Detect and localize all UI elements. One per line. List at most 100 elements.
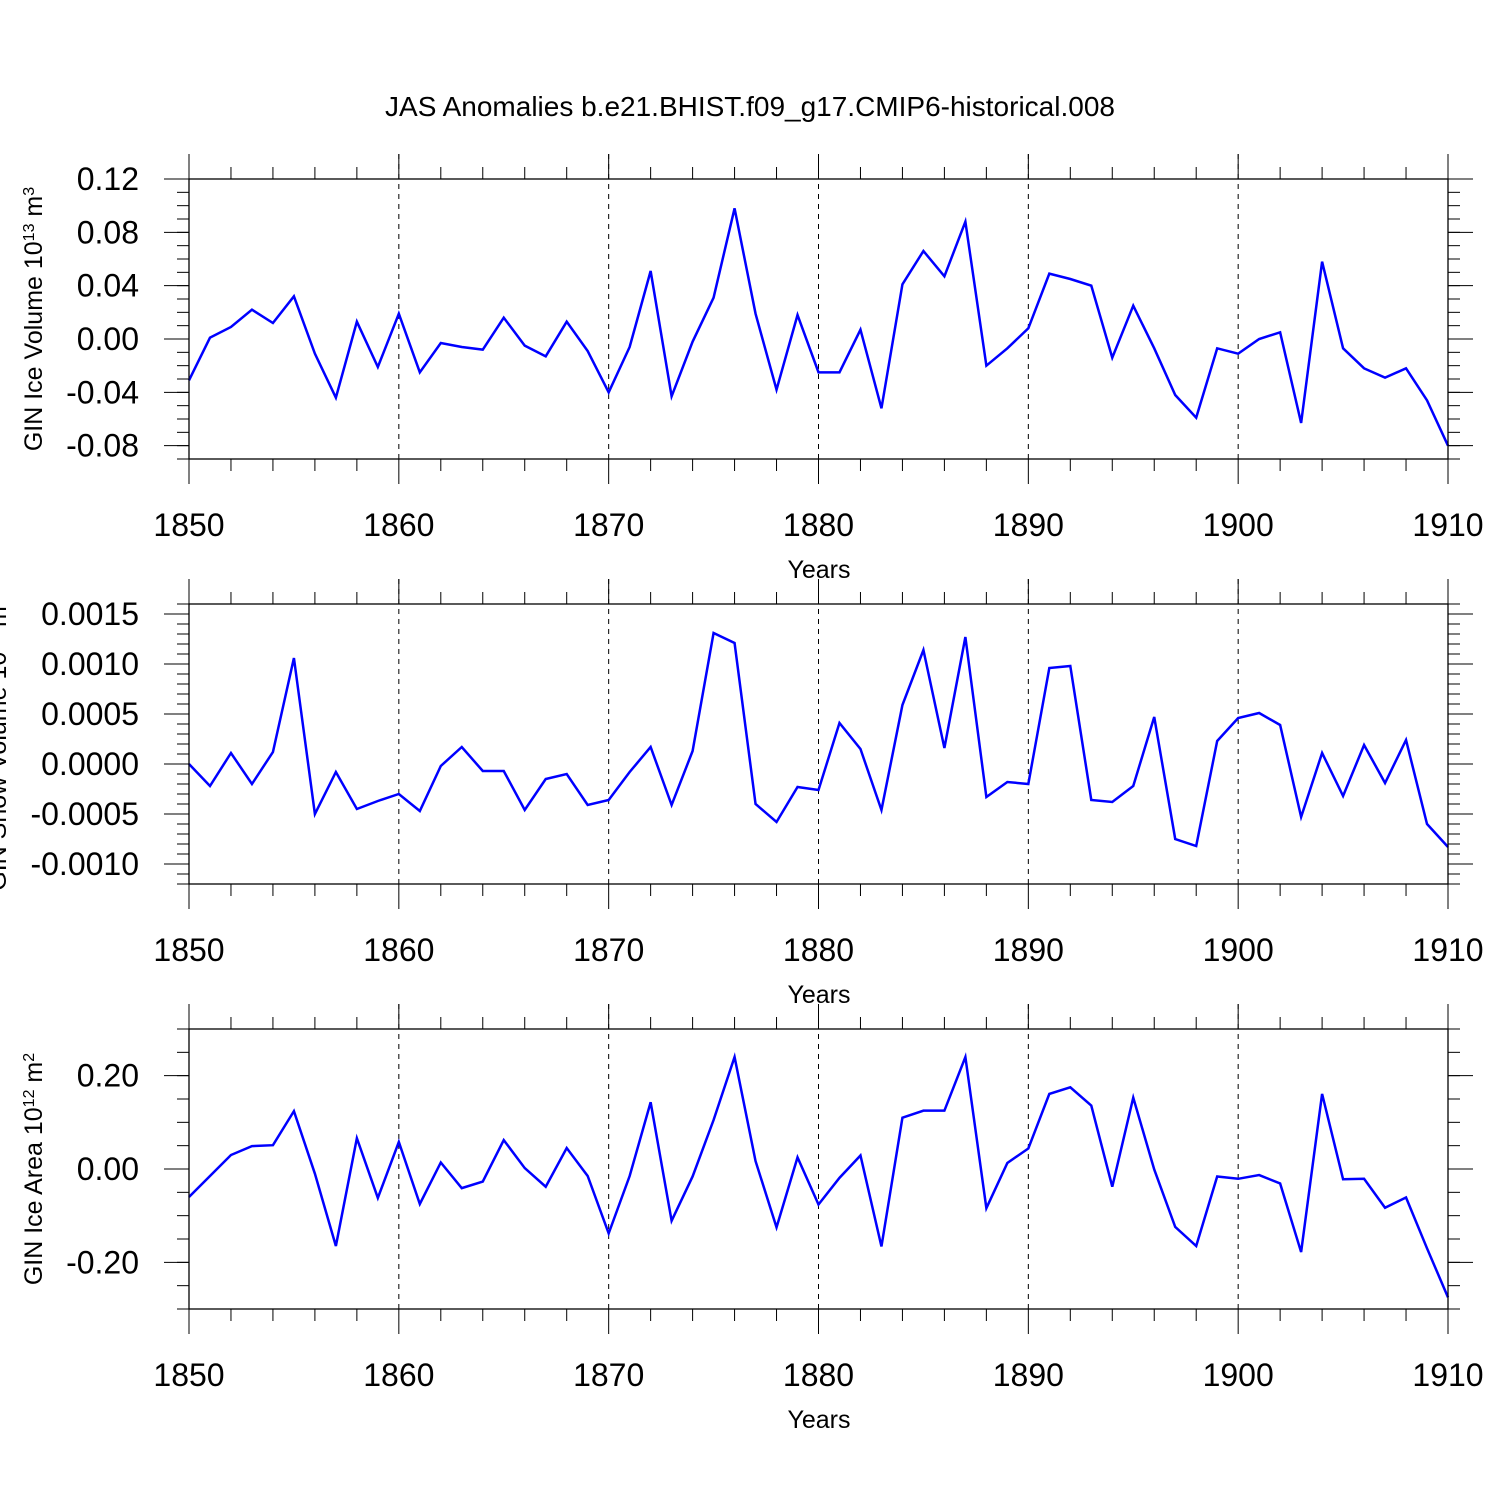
data-point	[859, 748, 861, 750]
x-tick-label: 1910	[1412, 932, 1483, 968]
y-tick-label: 0.00	[77, 321, 139, 357]
data-point	[775, 1226, 777, 1228]
data-point	[1111, 356, 1113, 358]
data-point	[901, 704, 903, 706]
data-point	[251, 308, 253, 310]
data-point	[628, 346, 630, 348]
data-point	[440, 765, 442, 767]
data-point	[1363, 744, 1365, 746]
data-point	[1153, 716, 1155, 718]
data-point	[1069, 1086, 1071, 1088]
data-point	[1195, 845, 1197, 847]
data-point	[230, 1154, 232, 1156]
data-point	[335, 771, 337, 773]
data-point	[796, 786, 798, 788]
data-point	[880, 809, 882, 811]
data-point	[461, 346, 463, 348]
data-point	[503, 1139, 505, 1141]
y-tick-label: 0.0000	[41, 746, 139, 782]
x-tick-label: 1880	[783, 932, 854, 968]
data-point	[377, 1197, 379, 1199]
y-tick-label: 0.08	[77, 214, 139, 250]
data-point	[1384, 782, 1386, 784]
series-line	[187, 208, 1450, 447]
data-point	[1174, 394, 1176, 396]
x-tick-label: 1870	[573, 1357, 644, 1393]
data-point	[1132, 304, 1134, 306]
data-point	[943, 275, 945, 277]
data-point	[985, 796, 987, 798]
data-point	[1174, 838, 1176, 840]
data-point	[607, 799, 609, 801]
y-axis-title: GIN Ice Area 1012 m2	[20, 1053, 48, 1285]
x-tick-label: 1880	[783, 507, 854, 543]
data-point	[985, 1207, 987, 1209]
data-point	[1300, 422, 1302, 424]
data-point	[1048, 667, 1050, 669]
data-point	[859, 328, 861, 330]
data-point	[1342, 1178, 1344, 1180]
data-point	[356, 808, 358, 810]
data-point	[1321, 260, 1323, 262]
data-point	[272, 1144, 274, 1146]
data-point	[356, 1137, 358, 1139]
data-point	[1363, 1178, 1365, 1180]
data-point	[1027, 1147, 1029, 1149]
x-tick-label: 1900	[1203, 1357, 1274, 1393]
data-point	[1300, 816, 1302, 818]
data-point	[838, 722, 840, 724]
data-point	[335, 396, 337, 398]
data-point	[607, 1232, 609, 1234]
y-tick-label: -0.04	[66, 374, 139, 410]
data-point	[1090, 799, 1092, 801]
data-point	[1048, 272, 1050, 274]
data-point	[1132, 785, 1134, 787]
data-point	[314, 352, 316, 354]
data-point	[524, 1167, 526, 1169]
x-tick-label: 1860	[363, 932, 434, 968]
x-tick-label: 1850	[153, 507, 224, 543]
panel-ice-volume: Years GIN Ice Volume 1013 m3 -0.08-0.040…	[20, 154, 1484, 584]
data-point	[503, 770, 505, 772]
data-point	[1279, 331, 1281, 333]
data-point	[691, 1175, 693, 1177]
data-point	[1279, 724, 1281, 726]
data-point	[1426, 399, 1428, 401]
data-point	[1405, 739, 1407, 741]
plot-frame	[188, 1028, 1449, 1310]
data-point	[1111, 1186, 1113, 1188]
x-tick-label: 1890	[993, 507, 1064, 543]
data-point	[1216, 1175, 1218, 1177]
data-point	[1132, 1096, 1134, 1098]
x-tick-label: 1860	[363, 507, 434, 543]
data-point	[670, 1220, 672, 1222]
data-point	[607, 391, 609, 393]
data-point	[964, 1056, 966, 1058]
data-point	[335, 1245, 337, 1247]
data-point	[1426, 823, 1428, 825]
data-point	[922, 1109, 924, 1111]
data-point	[461, 746, 463, 748]
data-point	[209, 785, 211, 787]
x-tick-label: 1900	[1203, 507, 1274, 543]
data-point	[628, 1175, 630, 1177]
data-point	[880, 1245, 882, 1247]
data-point	[482, 348, 484, 350]
x-tick-label: 1850	[153, 1357, 224, 1393]
data-point	[1237, 352, 1239, 354]
data-point	[398, 1141, 400, 1143]
data-point	[1258, 338, 1260, 340]
data-point	[733, 1056, 735, 1058]
data-point	[1048, 1093, 1050, 1095]
data-point	[943, 747, 945, 749]
data-point	[1006, 347, 1008, 349]
data-point	[1426, 1247, 1428, 1249]
data-point	[901, 283, 903, 285]
data-point	[754, 803, 756, 805]
x-tick-label: 1910	[1412, 1357, 1483, 1393]
y-axis-title: GIN Ice Volume 1013 m3	[20, 187, 48, 451]
data-point	[754, 1160, 756, 1162]
data-point	[901, 1116, 903, 1118]
data-point	[754, 312, 756, 314]
